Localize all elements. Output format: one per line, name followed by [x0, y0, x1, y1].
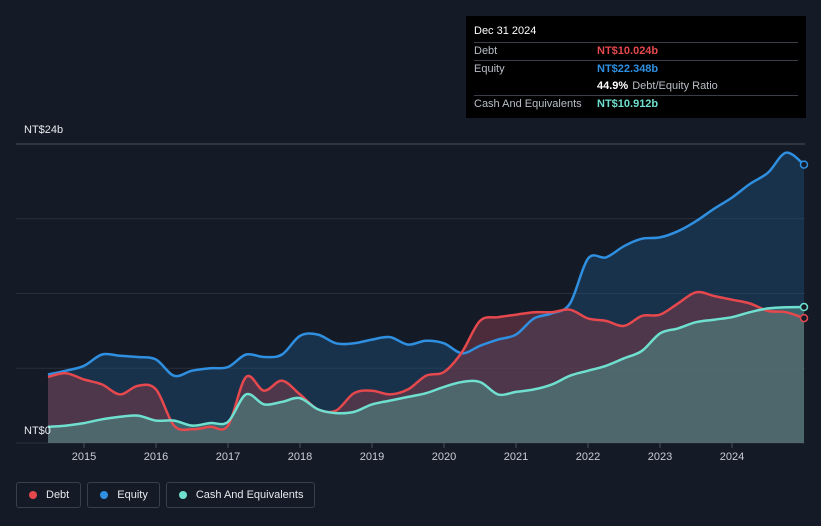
legend-item-equity[interactable]: Equity: [87, 482, 160, 508]
cash-endpoint-marker: [799, 302, 809, 312]
equity-dot-icon: [100, 491, 109, 499]
tooltip-equity-value: NT$22.348b: [597, 63, 659, 75]
x-tick-label: 2022: [576, 451, 600, 463]
chart-legend: Debt Equity Cash And Equivalents: [16, 482, 316, 508]
cash-line: [47, 305, 805, 429]
x-tick-label: 2016: [144, 451, 168, 463]
x-tick-label: 2021: [504, 451, 528, 463]
x-axis-ticks: 2015 2016 2017 2018 2019 2020 2021 2022 2023 2024: [72, 443, 744, 463]
debt-endpoint-marker: [799, 313, 809, 323]
tooltip-equity-row: Equity NT$22.348b: [474, 60, 798, 78]
legend-debt-label: Debt: [46, 489, 70, 501]
tooltip-cash-label: Cash And Equivalents: [474, 98, 582, 110]
tooltip-ratio-row: 44.9% Debt/Equity Ratio: [474, 78, 798, 95]
x-tick-label: 2024: [720, 451, 744, 463]
x-tick-label: 2017: [216, 451, 240, 463]
legend-equity-label: Equity: [117, 489, 148, 501]
series-endpoints: [799, 160, 809, 323]
tooltip-ratio-value: 44.9%: [597, 80, 629, 92]
tooltip-debt-row: Debt NT$10.024b: [474, 42, 798, 60]
x-tick-label: 2015: [72, 451, 96, 463]
equity-line: [47, 151, 805, 378]
debt-dot-icon: [29, 491, 37, 499]
tooltip-debt-value: NT$10.024b: [597, 45, 659, 57]
equity-endpoint-marker: [799, 160, 809, 169]
tooltip-cash-value: NT$10.912b: [597, 98, 659, 110]
legend-item-cash[interactable]: Cash And Equivalents: [165, 482, 316, 508]
y-axis-top-label: NT$24b: [24, 124, 64, 136]
tooltip-date: Dec 31 2024: [474, 25, 537, 37]
tooltip-ratio-spacer: [474, 78, 597, 95]
x-tick-label: 2018: [288, 451, 312, 463]
x-tick-label: 2023: [648, 451, 672, 463]
tooltip-equity-label: Equity: [474, 63, 505, 75]
tooltip-cash-row: Cash And Equivalents NT$10.912b: [474, 95, 798, 113]
cash-dot-icon: [178, 491, 187, 499]
data-tooltip: Dec 31 2024 Debt NT$10.024b Equity NT$22…: [466, 16, 806, 118]
debt-line: [47, 290, 805, 432]
legend-item-debt[interactable]: Debt: [16, 482, 82, 508]
series-lines: [47, 151, 805, 432]
x-tick-label: 2019: [360, 451, 384, 463]
x-tick-label: 2020: [432, 451, 456, 463]
tooltip-debt-label: Debt: [474, 45, 498, 57]
legend-cash-label: Cash And Equivalents: [195, 489, 304, 501]
tooltip-ratio-label: Debt/Equity Ratio: [632, 80, 718, 92]
y-axis-bottom-label: NT$0: [24, 425, 51, 437]
